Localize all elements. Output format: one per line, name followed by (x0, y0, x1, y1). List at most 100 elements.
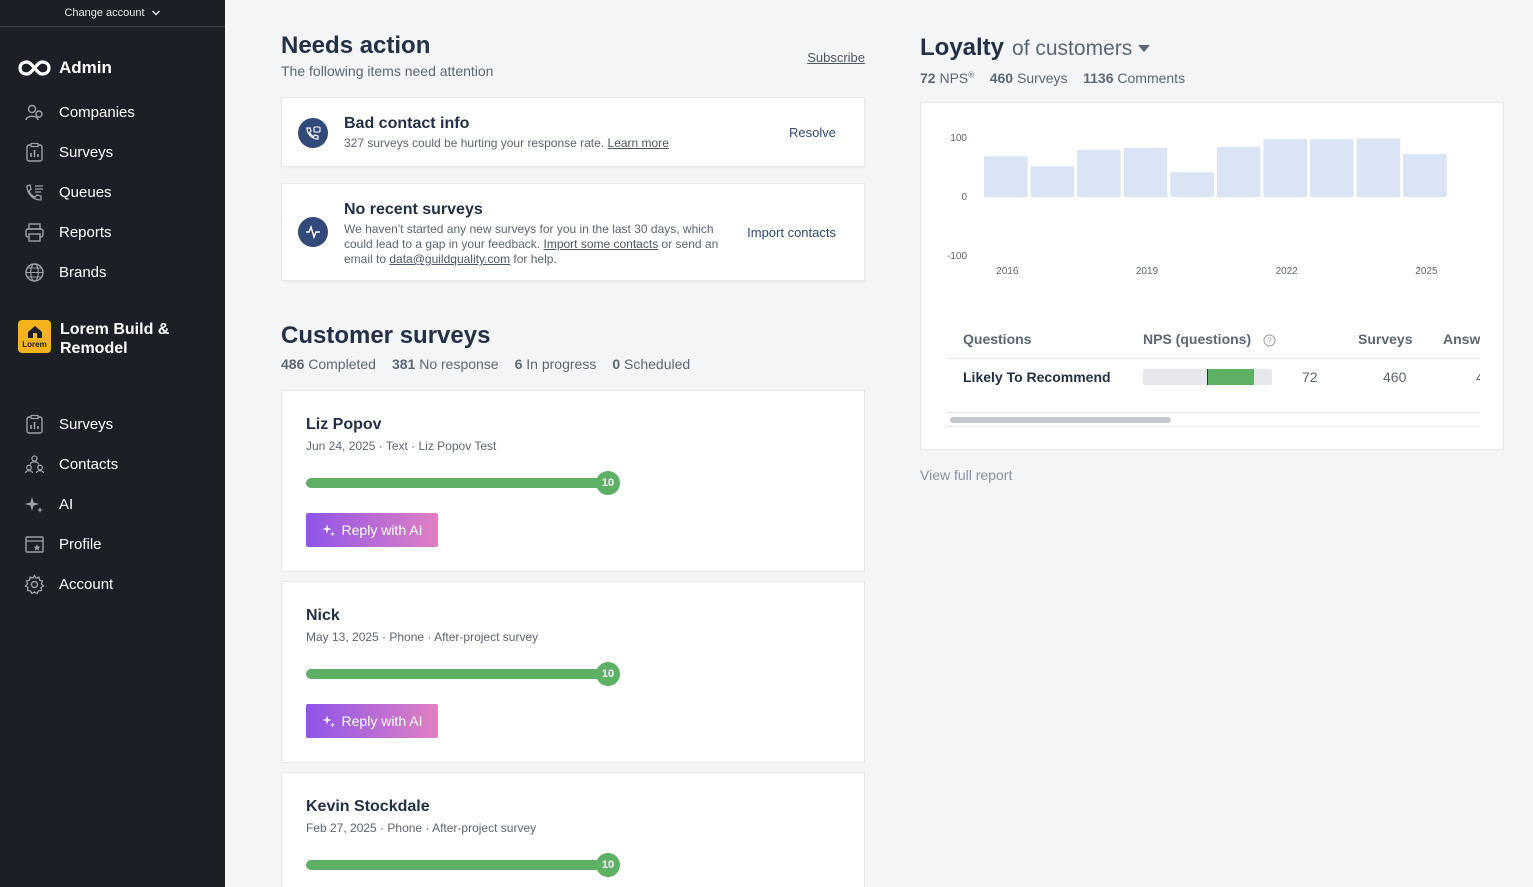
chart-bar[interactable] (1310, 139, 1354, 197)
survey-meta: May 13, 2025 · Phone · After-project sur… (306, 630, 539, 644)
action-body: 327 surveys could be hurting your respon… (344, 136, 739, 151)
survey-customer-name: Liz Popov (306, 416, 382, 433)
admin-header[interactable]: Admin (18, 58, 112, 78)
score-bar (306, 478, 608, 488)
answers-count: 4 (1476, 369, 1480, 385)
sidebar-item-label: Surveys (59, 144, 114, 161)
column-header-nps[interactable]: NPS (questions) (1143, 331, 1252, 347)
sidebar-item-surveys[interactable]: Surveys (24, 142, 113, 163)
chart-bar[interactable] (1123, 148, 1168, 197)
sidebar-item-label: Profile (59, 536, 102, 553)
chart-bar[interactable] (984, 156, 1028, 197)
reply-with-ai-button[interactable]: Reply with AI (306, 513, 438, 547)
company-switcher[interactable]: Lorem Lorem Build & Remodel (18, 320, 200, 358)
comments-value: 1136 (1083, 70, 1114, 86)
action-title: Bad contact info (344, 115, 470, 132)
surveys-count: 460 (1383, 369, 1407, 385)
activity-pulse-icon (298, 217, 328, 247)
score-badge: 10 (596, 853, 620, 877)
scrollbar-thumb[interactable] (950, 417, 1171, 423)
chart-bar[interactable] (1216, 146, 1261, 197)
x-tick-label: 2025 (1415, 266, 1438, 277)
sidebar-item-label: Account (59, 576, 114, 593)
sidebar-item-queues[interactable]: Queues (24, 182, 112, 203)
import-contacts-button[interactable]: Import contacts (747, 225, 836, 240)
company-logo-text: Lorem (22, 339, 47, 349)
loyalty-title: Loyalty (920, 34, 1005, 61)
chart-bar[interactable] (1356, 138, 1401, 197)
score-badge: 10 (596, 471, 620, 495)
question-likely-to-recommend[interactable]: Likely To Recommend (963, 369, 1111, 385)
y-tick-label: -100 (947, 251, 967, 262)
column-header-answers[interactable]: Answ (1443, 331, 1480, 347)
reply-with-ai-label: Reply with AI (341, 522, 423, 538)
chart-bar[interactable] (1030, 166, 1075, 197)
sidebar-item-reports[interactable]: Reports (24, 222, 112, 243)
resolve-button[interactable]: Resolve (789, 125, 836, 140)
view-full-report-link[interactable]: View full report (920, 467, 1013, 483)
action-title: No recent surveys (344, 201, 483, 218)
table-header-divider (947, 358, 1480, 359)
survey-card[interactable]: Liz Popov Jun 24, 2025 · Text · Liz Popo… (281, 390, 865, 572)
needs-action-subtitle: The following items need attention (281, 63, 494, 79)
nps-zero-marker (1207, 369, 1208, 385)
sidebar-item-contacts[interactable]: Contacts (24, 454, 118, 475)
clipboard-icon (26, 142, 43, 162)
sidebar-item-company-surveys[interactable]: Surveys (24, 414, 113, 435)
sparkle-icon (322, 524, 335, 537)
sidebar-item-brands[interactable]: Brands (24, 262, 107, 283)
stat-completed[interactable]: 486 Completed (281, 356, 376, 372)
chart-bar[interactable] (1403, 153, 1447, 197)
survey-card[interactable]: Kevin Stockdale Feb 27, 2025 · Phone · A… (281, 772, 865, 887)
chevron-down-icon (151, 10, 160, 16)
house-logo-icon (27, 325, 42, 338)
survey-card[interactable]: Nick May 13, 2025 · Phone · After-projec… (281, 581, 865, 763)
globe-icon (25, 263, 44, 282)
action-body-text: for help. (513, 252, 557, 266)
column-header-questions[interactable]: Questions (963, 331, 1032, 347)
needs-action-title: Needs action (281, 32, 431, 59)
sidebar-item-companies[interactable]: Companies (24, 102, 135, 123)
import-some-contacts-link[interactable]: Import some contacts (543, 237, 659, 251)
email-link[interactable]: data@guildquality.com (389, 252, 511, 266)
sidebar-item-label: Queues (59, 184, 112, 201)
printer-icon (25, 223, 44, 242)
nps-bar-fill (1207, 369, 1254, 385)
change-account-button[interactable]: Change account (0, 0, 225, 27)
horizontal-scrollbar[interactable] (947, 412, 1480, 427)
infinity-logo-icon (18, 60, 51, 76)
chart-bar[interactable] (1170, 172, 1214, 197)
sidebar-item-ai[interactable]: AI (24, 494, 73, 515)
loyalty-chart-card: 100 0 -100 2016 2019 2022 2025 Questions NPS (… (920, 102, 1504, 450)
sidebar-item-label: Surveys (59, 416, 114, 433)
svg-text:?: ? (1267, 337, 1272, 346)
stat-no-response[interactable]: 381 No response (392, 356, 499, 372)
x-tick-label: 2016 (996, 266, 1019, 277)
score-bar (306, 860, 608, 870)
stat-value: 0 (612, 356, 621, 372)
stat-scheduled[interactable]: 0 Scheduled (612, 356, 690, 372)
y-tick-label: 0 (961, 192, 967, 203)
queue-icon (26, 184, 43, 201)
companies-icon (25, 104, 43, 121)
nps-score: 72 (1302, 369, 1318, 385)
chart-bar[interactable] (1263, 139, 1307, 197)
stat-in-progress[interactable]: 6 In progress (515, 356, 597, 372)
loyalty-header: Loyalty of customers (920, 34, 1151, 62)
sidebar-item-account[interactable]: Account (24, 574, 113, 595)
reply-with-ai-button[interactable]: Reply with AI (306, 704, 438, 738)
registered-mark: ® (968, 70, 975, 80)
stat-value: 381 (391, 356, 416, 372)
audience-dropdown[interactable]: of customers (1012, 37, 1151, 61)
action-body-text: 327 surveys could be hurting your respon… (344, 136, 605, 150)
customer-surveys-title: Customer surveys (281, 322, 491, 349)
stat-label: Completed (308, 356, 376, 372)
chart-bar[interactable] (1077, 149, 1121, 197)
x-tick-label: 2019 (1136, 266, 1159, 277)
learn-more-link[interactable]: Learn more (607, 136, 669, 150)
column-header-surveys[interactable]: Surveys (1358, 331, 1413, 347)
subscribe-link[interactable]: Subscribe (807, 50, 865, 65)
sidebar-item-label: AI (59, 496, 74, 513)
sidebar-item-profile[interactable]: Profile (24, 534, 102, 555)
help-icon[interactable]: ? (1263, 334, 1276, 347)
